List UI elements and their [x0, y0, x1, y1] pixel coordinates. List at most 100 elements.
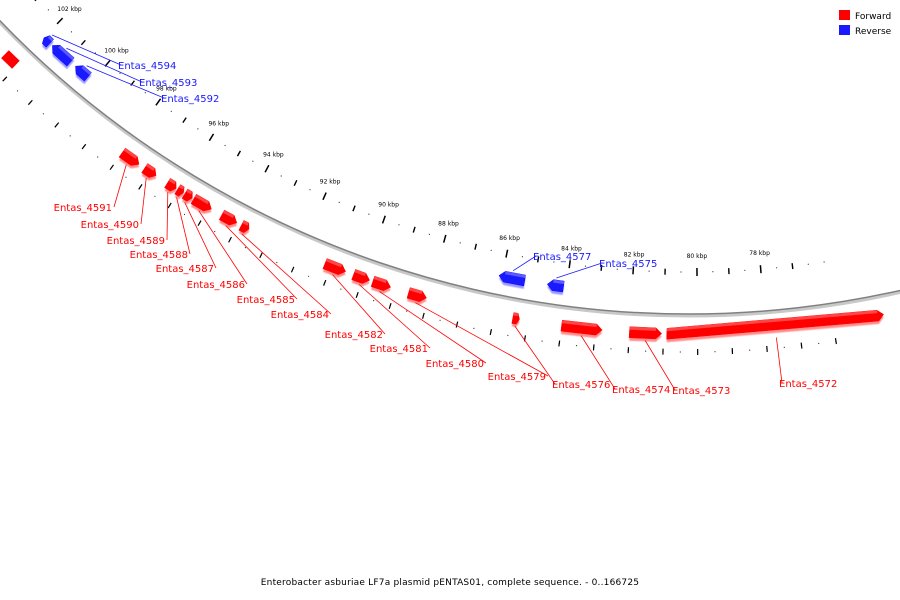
gene-feature[interactable]	[322, 258, 346, 278]
gene-label[interactable]: Entas_4580	[426, 359, 484, 370]
gene-leader-line	[644, 340, 676, 391]
gene-highlight	[47, 35, 54, 42]
gene-label[interactable]: Entas_4590	[81, 220, 139, 231]
scale-dot	[197, 128, 199, 130]
gene-leader-line	[66, 47, 143, 83]
gene-label[interactable]: Entas_4584	[271, 310, 329, 321]
gene-feature[interactable]	[666, 309, 884, 343]
scale-tick	[81, 143, 87, 150]
scale-dot	[309, 189, 311, 191]
legend: Forward Reverse	[839, 10, 892, 37]
backbone-shadow	[0, 20, 900, 318]
scale-dot	[680, 271, 682, 273]
gene-highlight	[513, 312, 519, 317]
gene-label[interactable]: Entas_4588	[130, 250, 188, 261]
scale-tick	[2, 76, 8, 82]
gene-feature[interactable]	[498, 271, 526, 289]
scale-dot	[338, 201, 340, 203]
gene-highlight	[168, 178, 176, 185]
gene-feature[interactable]	[351, 269, 370, 287]
scale-dot	[714, 351, 716, 353]
gene-feature[interactable]	[164, 177, 177, 195]
gene-label[interactable]: Entas_4579	[488, 372, 546, 383]
gene-arrow[interactable]	[1, 50, 20, 69]
scale-tick	[138, 184, 143, 190]
gene-label[interactable]: Entas_4594	[118, 61, 176, 72]
gene-arrow[interactable]	[218, 209, 238, 226]
scale-dot	[70, 31, 73, 33]
scale-dot	[507, 334, 509, 336]
gene-features	[1, 35, 884, 343]
scale-dot	[712, 271, 714, 273]
scale-tick	[388, 302, 392, 310]
gene-highlight	[223, 210, 235, 218]
scale-dot	[280, 175, 282, 177]
gene-feature[interactable]	[560, 319, 603, 339]
scale-tick	[592, 344, 595, 351]
scale-dot	[749, 349, 751, 351]
gene-leader-line	[51, 34, 122, 66]
scale-major-tick	[208, 133, 215, 142]
scale-dot	[398, 224, 400, 226]
gene-feature[interactable]	[118, 147, 140, 169]
gene-label[interactable]: Entas_4575	[599, 259, 657, 270]
gene-label[interactable]: Entas_4593	[139, 78, 197, 89]
gene-label[interactable]: Entas_4574	[612, 385, 670, 396]
gene-feature[interactable]	[141, 163, 157, 181]
scale-tick	[421, 312, 425, 319]
scale-label: 78 kbp	[749, 250, 770, 257]
gene-label[interactable]: Entas_4591	[54, 203, 112, 214]
gene-feature[interactable]	[238, 220, 250, 236]
scale-tick	[54, 122, 60, 128]
gene-label[interactable]: Entas_4576	[552, 380, 610, 391]
gene-label[interactable]: Entas_4589	[107, 236, 165, 247]
gene-feature[interactable]	[52, 45, 75, 70]
scale-label: 92 kbp	[320, 178, 341, 185]
gene-feature[interactable]	[546, 279, 565, 295]
gene-label[interactable]: Entas_4587	[156, 264, 214, 275]
gene-feature[interactable]	[174, 184, 185, 200]
scale-dot	[575, 345, 578, 347]
gene-arrow[interactable]	[42, 35, 55, 48]
gene-feature[interactable]	[218, 209, 238, 229]
gene-label[interactable]: Entas_4586	[187, 280, 245, 291]
gene-feature[interactable]	[42, 35, 55, 51]
scale-dot	[744, 269, 746, 271]
gene-label[interactable]: Entas_4592	[161, 94, 219, 105]
gene-leader-line	[580, 335, 616, 390]
gene-feature[interactable]	[181, 188, 193, 205]
gene-feature[interactable]	[511, 312, 520, 328]
scale-label: 100 kbp	[104, 48, 129, 55]
gene-feature[interactable]	[75, 65, 92, 85]
gene-highlight	[58, 45, 75, 61]
gene-feature[interactable]	[370, 275, 391, 294]
scale-label: 96 kbp	[208, 120, 229, 127]
scale-tick	[791, 263, 794, 270]
scale-tick	[80, 39, 86, 46]
gene-highlight	[553, 279, 565, 285]
gene-arrow[interactable]	[370, 275, 391, 291]
scale-dot	[16, 90, 19, 92]
gene-label[interactable]: Entas_4577	[533, 252, 591, 263]
gene-arrow[interactable]	[322, 258, 346, 275]
gene-labels: Entas_4594 Entas_4593 Entas_4592 Entas_4591…	[51, 34, 837, 397]
scale-dot	[308, 275, 310, 277]
gene-label[interactable]: Entas_4582	[325, 330, 383, 341]
scale-tick	[109, 164, 115, 171]
legend-label: Reverse	[855, 27, 892, 37]
gene-highlight	[194, 194, 209, 205]
gene-leader-line	[512, 255, 537, 272]
gene-feature[interactable]	[406, 287, 427, 305]
gene-label[interactable]: Entas_4572	[779, 379, 837, 390]
gene-feature[interactable]	[628, 326, 663, 342]
backbone-circle	[0, 19, 900, 315]
gene-leader-line	[176, 197, 191, 255]
scale-dot	[521, 256, 524, 258]
gene-label[interactable]: Entas_4585	[237, 295, 295, 306]
gene-feature[interactable]	[190, 193, 212, 214]
gene-label[interactable]: Entas_4573	[672, 386, 730, 397]
scale-tick	[34, 0, 37, 2]
gene-label[interactable]: Entas_4581	[370, 344, 428, 355]
map-caption: Enterobacter asburiae LF7a plasmid pENTA…	[260, 578, 640, 588]
